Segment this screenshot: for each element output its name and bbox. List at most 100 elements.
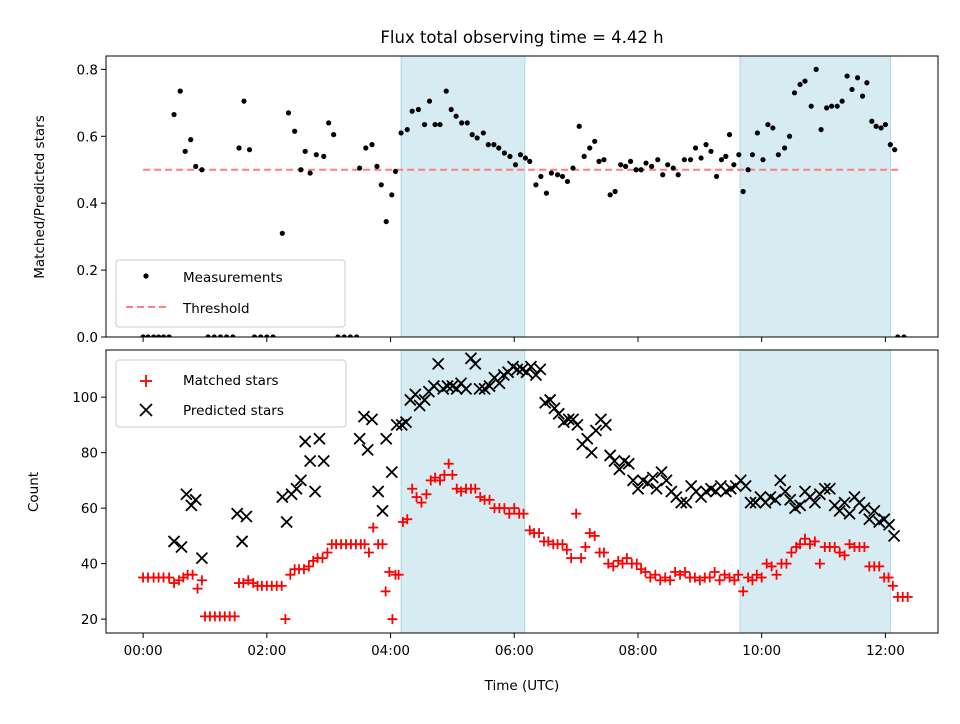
bottom-y-ticks: 20 40 60 80 100 xyxy=(72,390,106,628)
predicted-star-point xyxy=(784,493,797,506)
predicted-star-point xyxy=(189,493,202,506)
predicted-star-point xyxy=(833,504,846,518)
measurement-point xyxy=(681,157,687,163)
predicted-star-point xyxy=(552,407,565,420)
measurement-point xyxy=(648,163,655,169)
measurement-point xyxy=(601,157,607,163)
matched-star-point xyxy=(580,541,591,552)
matched-star-point xyxy=(359,539,370,550)
matched-star-point xyxy=(187,569,198,580)
matched-star-point xyxy=(679,566,690,577)
predicted-star-point xyxy=(511,363,524,376)
measurement-point xyxy=(581,153,587,159)
measurement-point xyxy=(736,152,742,158)
measurement-point xyxy=(901,334,907,337)
predicted-star-point xyxy=(793,499,807,512)
predicted-star-point xyxy=(838,496,851,509)
matched-star-point xyxy=(733,569,744,580)
measurement-point xyxy=(236,145,242,151)
measurement-point xyxy=(864,80,870,86)
matched-star-point xyxy=(322,547,333,558)
measurement-point xyxy=(660,172,666,178)
measurement-point xyxy=(331,132,337,138)
bottom-y-axis-label: Count xyxy=(26,472,42,512)
predicted-star-point xyxy=(372,485,385,498)
measurement-point xyxy=(177,88,183,94)
predicted-star-point xyxy=(650,482,663,495)
measurement-point xyxy=(193,163,199,169)
matched-star-point xyxy=(631,558,642,569)
predicted-star-point xyxy=(459,382,473,395)
measurement-point xyxy=(155,334,162,337)
predicted-star-point xyxy=(240,510,253,523)
measurement-point xyxy=(687,157,694,163)
predicted-star-point xyxy=(524,360,538,373)
measurement-point xyxy=(527,158,533,164)
matched-star-point xyxy=(380,586,391,597)
measurement-point xyxy=(570,165,576,171)
measurement-point xyxy=(854,75,861,81)
predicted-star-point xyxy=(626,474,640,487)
predicted-star-point xyxy=(660,474,673,487)
measurement-point xyxy=(538,173,544,180)
predicted-star-point xyxy=(294,474,307,487)
measurement-point xyxy=(448,106,454,113)
measurement-point xyxy=(369,142,375,148)
legend-predicted-marker xyxy=(139,403,153,417)
matched-star-point xyxy=(384,566,395,577)
legend-measurements-label: Measurements xyxy=(183,270,283,286)
measurement-point xyxy=(151,334,157,337)
matched-star-point xyxy=(317,553,328,564)
top-shaded-regions xyxy=(400,56,891,337)
measurement-point xyxy=(713,173,720,180)
top-y-ticks: 0.0 0.2 0.4 0.6 0.8 xyxy=(77,62,106,346)
legend-threshold-label: Threshold xyxy=(182,301,250,317)
top-y-tick-label: 0.4 xyxy=(77,196,98,212)
predicted-star-point xyxy=(280,515,293,529)
predicted-star-point xyxy=(390,418,403,432)
measurement-point xyxy=(211,334,217,337)
predicted-star-point xyxy=(469,357,482,371)
measurement-point xyxy=(781,145,788,151)
predicted-star-point xyxy=(655,465,668,479)
matched-star-point xyxy=(589,530,600,541)
measurement-point xyxy=(224,334,230,337)
measurement-point xyxy=(834,103,840,109)
matched-star-point xyxy=(285,569,296,580)
measurement-point xyxy=(374,163,380,169)
matched-star-point xyxy=(566,553,577,564)
measurement-point xyxy=(469,132,475,138)
measurement-point xyxy=(633,167,639,173)
matched-star-point xyxy=(196,575,207,586)
predicted-star-point xyxy=(385,465,398,479)
measurement-point xyxy=(844,73,850,79)
matched-star-point xyxy=(902,591,913,602)
x-tick-label: 00:00 xyxy=(124,643,163,659)
legend-matched-label: Matched stars xyxy=(183,373,279,389)
measurement-point xyxy=(347,334,353,337)
matched-star-point xyxy=(738,586,749,597)
measurement-point xyxy=(596,158,602,164)
predicted-star-point xyxy=(868,504,881,518)
measurement-point xyxy=(474,135,480,141)
matched-star-point xyxy=(484,494,495,505)
measurement-point xyxy=(849,86,855,93)
predicted-star-point xyxy=(441,379,454,393)
measurement-point xyxy=(307,170,313,176)
predicted-star-point xyxy=(418,393,431,407)
measurement-point xyxy=(655,157,661,163)
predicted-star-point xyxy=(353,432,366,445)
top-y-tick-label: 0.8 xyxy=(77,62,98,78)
measurement-point xyxy=(548,170,554,176)
top-y-tick-label: 0.2 xyxy=(77,263,98,279)
measurement-point xyxy=(726,132,733,138)
measurement-point xyxy=(270,334,276,337)
predicted-star-point xyxy=(235,535,249,548)
matched-star-point xyxy=(416,497,427,508)
measurement-point xyxy=(607,192,613,198)
measurement-point xyxy=(480,130,486,136)
measurement-point xyxy=(279,230,285,236)
matched-star-point xyxy=(809,536,820,547)
predicted-star-point xyxy=(774,474,787,487)
